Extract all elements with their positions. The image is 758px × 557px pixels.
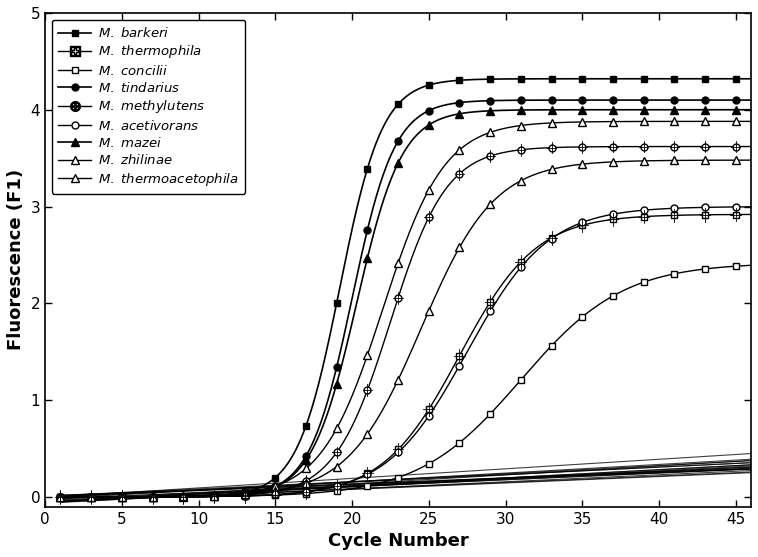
Legend: $\it{M.}$ $\it{barkeri}$, $\it{M.}$ $\it{thermophila}$, $\it{M.}$ $\it{concilii}: $\it{M.}$ $\it{barkeri}$, $\it{M.}$ $\it… [52,19,246,194]
X-axis label: Cycle Number: Cycle Number [327,532,468,550]
Y-axis label: Fluorescence (F1): Fluorescence (F1) [7,169,25,350]
